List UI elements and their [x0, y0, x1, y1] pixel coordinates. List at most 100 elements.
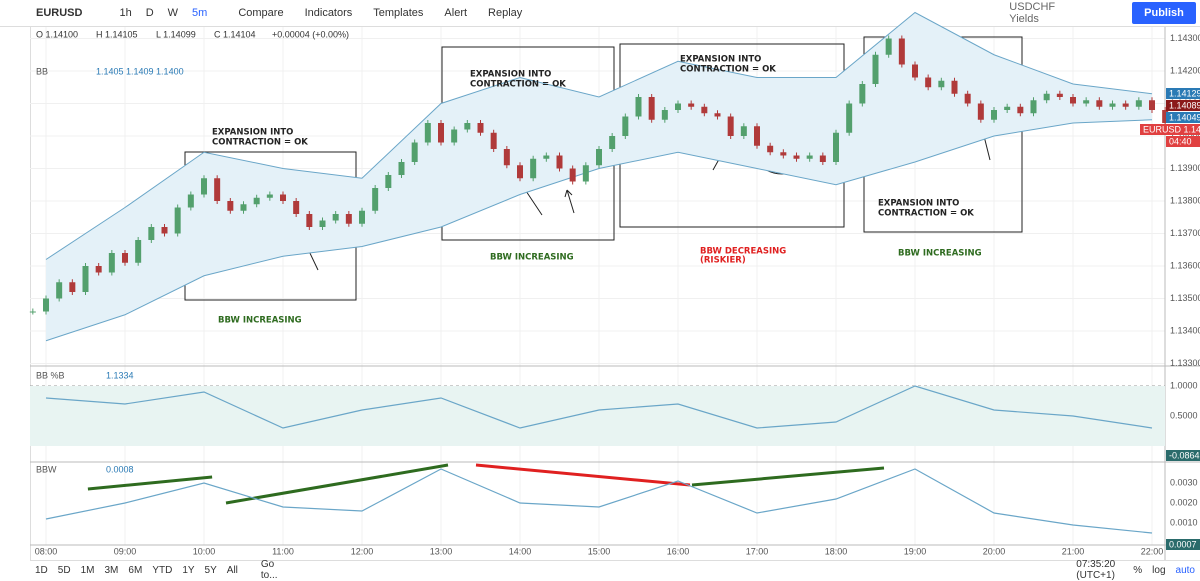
price-label-box: [1166, 112, 1200, 123]
range-button[interactable]: 1Y: [182, 564, 195, 576]
x-tick-label: 12:00: [351, 546, 374, 556]
candle: [293, 201, 300, 214]
button[interactable]: Templates: [373, 7, 424, 19]
candle: [833, 132, 839, 162]
x-tick-label: 16:00: [667, 546, 690, 556]
candle: [1162, 110, 1169, 123]
x-tick-label: 18:00: [825, 546, 848, 556]
candle: [161, 227, 168, 234]
y-tick-label: 1.13700: [1170, 228, 1200, 238]
bottom-bar: 1D 5D 1M 3M 6M YTD 1Y 5Y All Go to... 07:35:20 (UT…: [30, 559, 1200, 581]
range-button[interactable]: All: [226, 564, 238, 576]
candle: [372, 188, 379, 211]
y-tick-label: 0.5000: [1170, 410, 1198, 420]
candle: [609, 136, 616, 149]
candle: [991, 110, 997, 120]
candle: [622, 116, 629, 136]
button[interactable]: Indicators: [304, 7, 353, 19]
candle: [596, 149, 602, 166]
button[interactable]: Compare: [238, 7, 284, 19]
candle: [29, 311, 36, 313]
band-fill: [30, 386, 1165, 446]
range-button[interactable]: 3M: [104, 564, 119, 576]
button[interactable]: Replay: [488, 7, 523, 19]
candle: [201, 178, 207, 195]
ohlc: +0.00004 (+0.00%): [272, 29, 349, 39]
scale-option[interactable]: %: [1133, 564, 1143, 576]
price-label: EURUSD 1.14042: [1143, 124, 1200, 134]
candle: [925, 77, 932, 88]
trend-line: [225, 463, 449, 505]
indicator-values: 1.1405 1.1409 1.1400: [96, 66, 184, 76]
ohlc: H 1.14105: [96, 29, 138, 39]
publish-button[interactable]: Publish: [1132, 2, 1196, 24]
candle: [648, 97, 655, 120]
candle: [872, 54, 879, 84]
candle: [530, 158, 537, 179]
compare-symbol[interactable]: USDCHF Yields: [1009, 1, 1056, 25]
y-tick-label: 1.14000: [1170, 130, 1200, 140]
goto-button[interactable]: Go to...: [260, 559, 278, 581]
candle: [464, 123, 471, 130]
annotation-text: CONTRACTION = OK: [470, 80, 566, 90]
candle: [1135, 100, 1142, 107]
scale-option[interactable]: log: [1152, 564, 1166, 576]
range-button[interactable]: 5Y: [204, 564, 217, 576]
last-value-box: [1166, 450, 1200, 461]
arrow: [564, 189, 575, 214]
candle: [214, 178, 221, 201]
price-label-box: [1140, 124, 1200, 135]
symbol[interactable]: EURUSD: [36, 7, 83, 19]
range-button[interactable]: 6M: [128, 564, 143, 576]
bbw-label: BBW INCREASING: [218, 316, 302, 326]
indicator-name: BBW: [36, 464, 57, 474]
range-button[interactable]: 5D: [57, 564, 71, 576]
y-tick-label: 1.13500: [1170, 293, 1200, 303]
bbw-label: BBW DECREASING: [700, 247, 786, 257]
price-label: 1.14129: [1169, 88, 1200, 98]
x-tick-label: 21:00: [1062, 546, 1085, 556]
candle: [556, 155, 563, 169]
candle: [411, 142, 418, 162]
interval[interactable]: 1h: [119, 7, 132, 19]
candle: [727, 116, 734, 136]
y-tick-label: 1.13400: [1170, 325, 1200, 335]
candle: [1109, 103, 1116, 107]
clock: 07:35:20 (UTC+1): [1076, 559, 1116, 581]
candle: [135, 240, 142, 263]
y-tick-label: 0.0010: [1170, 517, 1198, 527]
scale-option[interactable]: auto: [1175, 564, 1195, 576]
ohlc: C 1.14104: [214, 29, 256, 39]
last-value-box: [1166, 539, 1200, 550]
candle: [240, 204, 247, 211]
y-tick-label: 1.13600: [1170, 260, 1200, 270]
interval[interactable]: D: [145, 7, 154, 19]
candle: [174, 207, 181, 234]
price-label: 1.14049: [1169, 112, 1200, 122]
interval[interactable]: 5m: [192, 7, 208, 19]
candle: [898, 38, 905, 65]
range-button[interactable]: 1D: [35, 564, 48, 576]
candle: [451, 129, 458, 143]
interval[interactable]: W: [167, 7, 179, 19]
candle: [912, 64, 918, 78]
annotation-text: CONTRACTION = OK: [878, 209, 974, 219]
candle: [635, 97, 642, 117]
candle: [477, 123, 484, 133]
indicator-value: 0.0008: [106, 464, 134, 474]
annotation-text: EXPANSION INTO: [680, 55, 761, 65]
range-button[interactable]: YTD: [152, 564, 173, 576]
x-tick-label: 14:00: [509, 546, 532, 556]
button[interactable]: Alert: [444, 7, 468, 19]
candle: [95, 266, 102, 273]
candle: [1070, 97, 1076, 104]
range-button[interactable]: 1M: [80, 564, 95, 576]
candle: [806, 155, 813, 159]
candle: [1004, 106, 1011, 110]
candle: [490, 132, 497, 149]
band-fill: [46, 12, 1152, 341]
candle: [187, 194, 194, 208]
x-tick-label: 15:00: [588, 546, 611, 556]
